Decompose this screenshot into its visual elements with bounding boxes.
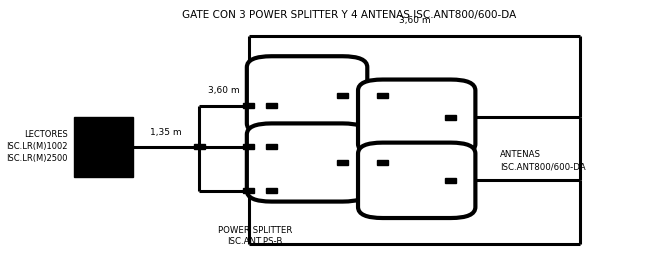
Text: POWER SPLITTER
ISC.ANT.PS-B: POWER SPLITTER ISC.ANT.PS-B — [217, 226, 292, 246]
FancyBboxPatch shape — [247, 124, 367, 202]
Text: 3,60 m: 3,60 m — [208, 86, 240, 95]
Bar — [266, 188, 277, 193]
Bar — [377, 160, 388, 165]
Bar — [445, 178, 456, 183]
Bar — [266, 144, 277, 149]
FancyBboxPatch shape — [358, 79, 475, 155]
Bar — [266, 103, 277, 108]
Bar — [243, 188, 254, 193]
Bar — [445, 115, 456, 120]
Text: GATE CON 3 POWER SPLITTER Y 4 ANTENAS ISC.ANT800/600-DA: GATE CON 3 POWER SPLITTER Y 4 ANTENAS IS… — [182, 10, 516, 20]
Bar — [243, 103, 254, 108]
Text: LECTORES
ISC.LR(M)1002
ISC.LR(M)2500: LECTORES ISC.LR(M)1002 ISC.LR(M)2500 — [6, 130, 68, 163]
Text: ANTENAS
ISC.ANT800/600-DA: ANTENAS ISC.ANT800/600-DA — [500, 150, 586, 171]
Bar — [337, 93, 348, 98]
Bar — [243, 144, 254, 149]
Bar — [337, 160, 348, 165]
Bar — [194, 144, 205, 149]
Text: 1,35 m: 1,35 m — [150, 128, 182, 137]
Bar — [74, 117, 132, 177]
Bar — [377, 93, 388, 98]
FancyBboxPatch shape — [358, 143, 475, 218]
FancyBboxPatch shape — [247, 56, 367, 134]
Text: 3,60 m: 3,60 m — [399, 16, 430, 25]
